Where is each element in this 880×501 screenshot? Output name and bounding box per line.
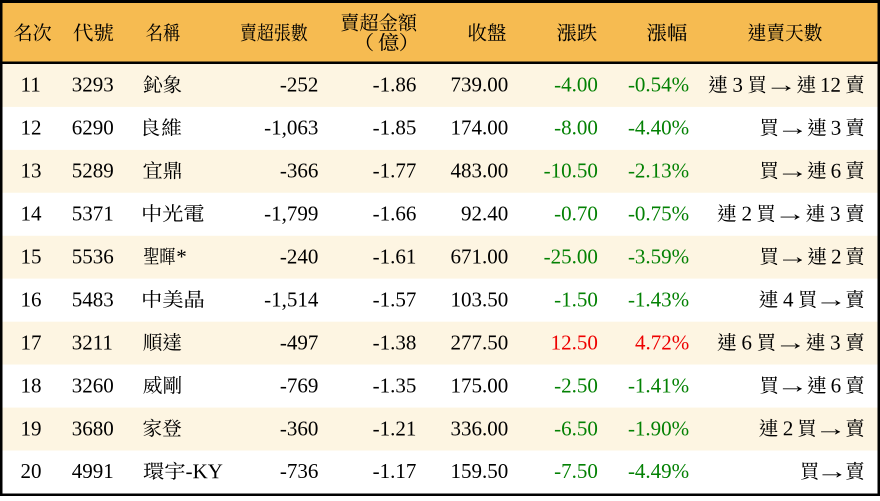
svg-text:175.00: 175.00	[451, 373, 509, 397]
svg-text:-1,799: -1,799	[264, 202, 318, 226]
svg-text:4991: 4991	[72, 459, 114, 483]
svg-text:-1.41%: -1.41%	[628, 373, 689, 397]
svg-text:-1.17: -1.17	[373, 459, 417, 483]
svg-text:-8.00: -8.00	[554, 116, 598, 140]
svg-text:-252: -252	[280, 73, 319, 97]
svg-text:14: 14	[21, 202, 43, 226]
svg-text:-1.35: -1.35	[373, 373, 417, 397]
svg-text:12.50: 12.50	[551, 330, 598, 354]
svg-text:5483: 5483	[72, 287, 114, 311]
svg-text:-240: -240	[280, 245, 319, 269]
svg-text:-1.50: -1.50	[554, 287, 598, 311]
svg-text:-7.50: -7.50	[554, 459, 598, 483]
svg-text:3260: 3260	[72, 373, 114, 397]
svg-text:4.72%: 4.72%	[635, 330, 689, 354]
svg-text:-1,514: -1,514	[264, 287, 319, 311]
svg-text:20: 20	[21, 459, 42, 483]
svg-text:277.50: 277.50	[451, 330, 509, 354]
svg-text:103.50: 103.50	[451, 287, 509, 311]
svg-text:-1.77: -1.77	[373, 159, 417, 183]
svg-text:92.40: 92.40	[461, 202, 508, 226]
svg-text:671.00: 671.00	[451, 245, 509, 269]
svg-text:-1.90%: -1.90%	[628, 416, 689, 440]
svg-text:-1.86: -1.86	[373, 73, 417, 97]
svg-text:-1.38: -1.38	[373, 330, 417, 354]
svg-text:-4.00: -4.00	[554, 73, 598, 97]
svg-text:483.00: 483.00	[451, 159, 509, 183]
svg-text:336.00: 336.00	[451, 416, 509, 440]
svg-text:5536: 5536	[72, 245, 114, 269]
svg-text:3293: 3293	[72, 73, 114, 97]
svg-text:5371: 5371	[72, 202, 114, 226]
svg-text:-366: -366	[280, 159, 319, 183]
svg-text:-2.13%: -2.13%	[628, 159, 689, 183]
svg-text:-736: -736	[280, 459, 319, 483]
svg-text:-769: -769	[280, 373, 319, 397]
svg-text:-1.66: -1.66	[373, 202, 417, 226]
svg-text:174.00: 174.00	[451, 116, 509, 140]
svg-text:-4.49%: -4.49%	[628, 459, 689, 483]
svg-text:739.00: 739.00	[451, 73, 509, 97]
svg-text:18: 18	[21, 373, 42, 397]
svg-text:-1.85: -1.85	[373, 116, 417, 140]
svg-text:-1.21: -1.21	[373, 416, 417, 440]
svg-text:-0.75%: -0.75%	[628, 202, 689, 226]
svg-text:15: 15	[21, 245, 42, 269]
svg-text:-3.59%: -3.59%	[628, 245, 689, 269]
svg-text:3680: 3680	[72, 416, 114, 440]
svg-text:-1.57: -1.57	[373, 287, 417, 311]
svg-text:-0.70: -0.70	[554, 202, 598, 226]
svg-text:12: 12	[21, 116, 42, 140]
svg-text:3211: 3211	[72, 330, 113, 354]
svg-text:-2.50: -2.50	[554, 373, 598, 397]
svg-text:-10.50: -10.50	[544, 159, 598, 183]
svg-text:13: 13	[21, 159, 42, 183]
svg-text:-4.40%: -4.40%	[628, 116, 689, 140]
svg-text:-497: -497	[280, 330, 319, 354]
svg-text:6290: 6290	[72, 116, 114, 140]
svg-text:5289: 5289	[72, 159, 114, 183]
svg-text:19: 19	[21, 416, 42, 440]
svg-text:11: 11	[21, 73, 41, 97]
svg-text:-1,063: -1,063	[264, 116, 318, 140]
svg-text:17: 17	[21, 330, 42, 354]
svg-text:16: 16	[21, 287, 42, 311]
svg-text:-25.00: -25.00	[544, 245, 598, 269]
svg-text:-360: -360	[280, 416, 319, 440]
svg-text:159.50: 159.50	[451, 459, 509, 483]
svg-text:-0.54%: -0.54%	[628, 73, 689, 97]
svg-text:-6.50: -6.50	[554, 416, 598, 440]
svg-text:-1.61: -1.61	[373, 245, 417, 269]
svg-text:-1.43%: -1.43%	[628, 287, 689, 311]
